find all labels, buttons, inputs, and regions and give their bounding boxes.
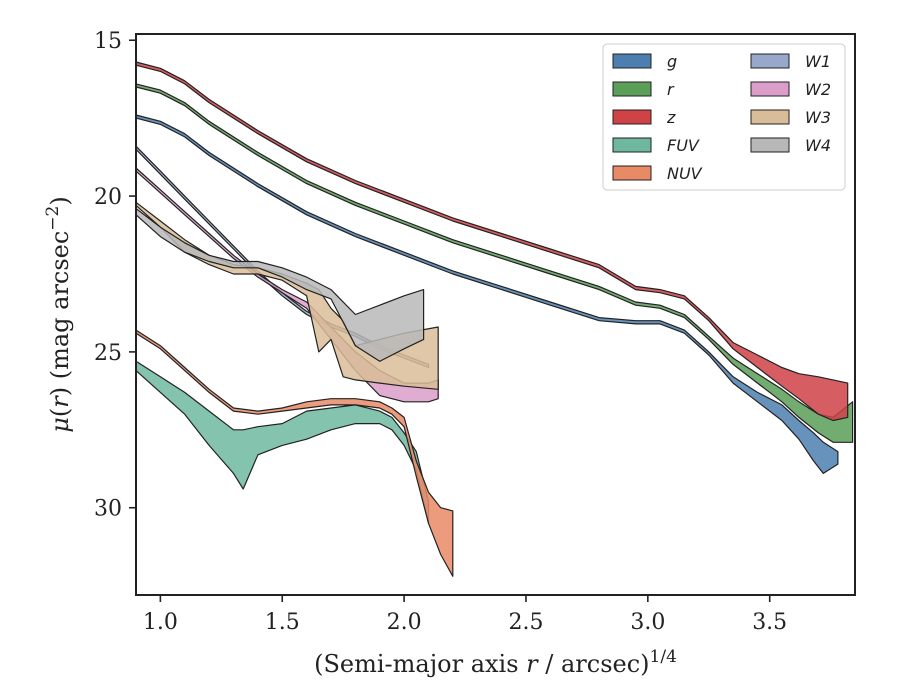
legend-item-w4: W4 [750,136,831,155]
legend-swatch [612,165,652,181]
legend-swatch [612,109,652,125]
y-tick-label: 15 [94,29,122,54]
y-tick-label: 30 [94,497,122,522]
legend-label: W3 [805,108,831,127]
x-tick-label: 2.0 [387,610,422,635]
y-axis-title: μ(r) (mag arcsec−2) [43,196,74,433]
legend-label: NUV [667,164,703,183]
legend-label: W4 [805,136,831,155]
legend-item-w1: W1 [750,52,831,71]
legend-label: g [667,52,677,71]
band-r [135,83,854,443]
x-tick-label: 1.5 [265,610,300,635]
legend-swatch [612,53,652,69]
legend-label: W2 [805,80,831,99]
legend-swatch [612,81,652,97]
legend-item-z: z [612,108,676,127]
y-tick-label: 20 [94,185,122,210]
band-g [135,114,839,474]
legend-swatch [750,137,790,153]
plot-frame [135,33,856,596]
legend-item-g: g [612,52,677,71]
x-tick-label: 3.0 [630,610,665,635]
legend-swatch [750,53,790,69]
x-tick-label: 2.5 [508,610,543,635]
legend-item-w2: W2 [750,80,831,99]
legend-label: W1 [805,52,831,71]
legend-item-fuv: FUV [612,136,700,155]
legend-swatch [750,109,790,125]
legend-label: FUV [667,136,700,155]
x-tick-label: 1.0 [143,610,178,635]
band-nuv [135,329,454,577]
x-axis-title: (Semi-major axis r / arcsec)1/4 [314,647,677,678]
legend-item-r: r [612,80,675,99]
legend-swatch [612,137,652,153]
legend-label: z [666,108,676,127]
legend-item-w3: W3 [750,108,831,127]
x-tick-label: 3.5 [752,610,787,635]
legend-swatch [750,81,790,97]
band-w4 [135,207,425,362]
legend-label: r [667,80,675,99]
band-z [135,61,849,422]
y-tick-label: 25 [94,341,122,366]
legend: grz FUV NUV W1 W2 W3 W4 [602,43,846,191]
axes-layer: 1.0 1.5 2.0 2.5 3.0 3.5 15 20 25 30 (Semi-major ax… [43,29,856,678]
series-layer [135,61,854,577]
legend-item-nuv: NUV [612,164,703,183]
legend-box [602,43,846,191]
